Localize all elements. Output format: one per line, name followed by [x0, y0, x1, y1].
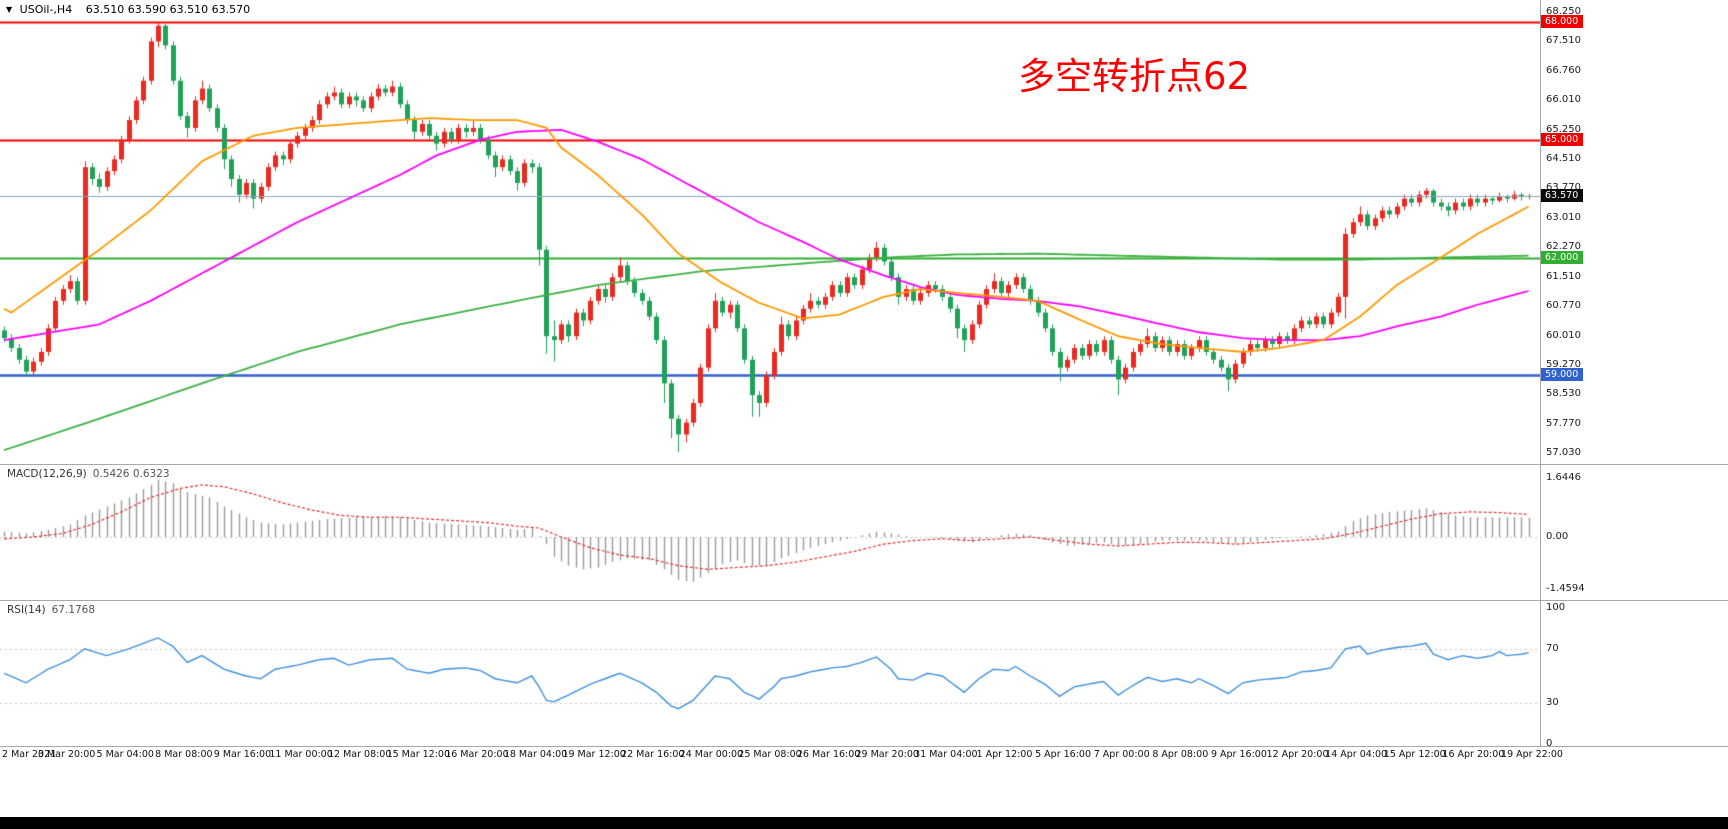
macd-label: MACD(12,26,9) 0.5426 0.6323	[7, 468, 170, 480]
time-axis-label: 11 Mar 00:00	[269, 749, 333, 760]
hline-price-label: 62.000	[1541, 250, 1584, 264]
macd-tick-label: -1.4594	[1546, 583, 1585, 595]
chart-dropdown-icon[interactable]: ▼	[6, 5, 13, 14]
time-axis-label: 15 Mar 12:00	[386, 749, 451, 760]
time-axis-label: 25 Mar 08:00	[738, 749, 802, 760]
time-axis-label: 5 Mar 04:00	[96, 749, 154, 760]
main-price-chart[interactable]	[0, 0, 1540, 464]
rsi-indicator-value: 67.1768	[51, 604, 96, 616]
price-tick-label: 60.010	[1546, 329, 1581, 341]
time-axis-label: 31 Mar 04:00	[914, 749, 978, 760]
hline-price-label: 65.000	[1541, 132, 1584, 146]
time-axis-label: 18 Mar 04:00	[503, 749, 568, 760]
annotation-text: 多空转折点62	[1018, 55, 1251, 98]
rsi-indicator-name: RSI(14)	[7, 604, 46, 616]
time-axis[interactable]: 2 Mar 2021 3 Mar 20:00 5 Mar 04:00 8 Mar 08…	[0, 748, 1728, 762]
price-tick-label: 58.530	[1546, 387, 1581, 399]
price-tick-label: 63.770	[1546, 182, 1581, 194]
price-tick-label: 57.770	[1546, 417, 1581, 429]
time-axis-label: 19 Apr 22:00	[1501, 749, 1563, 760]
time-axis-label: 16 Apr 20:00	[1442, 749, 1505, 760]
price-tick-label: 61.510	[1546, 270, 1581, 282]
price-tick-label: 66.760	[1546, 64, 1581, 76]
price-tick-label: 66.010	[1546, 93, 1581, 105]
time-axis-label: 14 Apr 04:00	[1325, 749, 1388, 760]
rsi-label: RSI(14) 67.1768	[7, 604, 95, 616]
time-axis-label: 26 Mar 16:00	[796, 749, 861, 760]
price-tick-label: 65.250	[1546, 123, 1581, 135]
time-axis-label: 15 Apr 12:00	[1383, 749, 1446, 760]
price-tick-label: 63.010	[1546, 211, 1581, 223]
macd-indicator-name: MACD(12,26,9)	[7, 468, 87, 480]
price-tick-label: 60.770	[1546, 299, 1581, 311]
time-axis-label: 19 Mar 12:00	[562, 749, 626, 760]
panel-separator[interactable]	[0, 600, 1728, 601]
macd-tick-label: 0.00	[1546, 531, 1569, 542]
rsi-tick-label: 70	[1546, 642, 1559, 654]
macd-indicator-values: 0.5426 0.6323	[92, 468, 170, 480]
time-axis-label: 5 Apr 16:00	[1035, 749, 1092, 760]
rsi-tick-label: 30	[1546, 697, 1559, 709]
rsi-tick-label: 100	[1546, 602, 1566, 613]
time-axis-label: 9 Apr 16:00	[1210, 749, 1267, 760]
panel-separator	[0, 746, 1728, 747]
symbol-timeframe-label: USOil-,H4	[19, 3, 73, 16]
price-tick-label: 57.030	[1546, 446, 1581, 458]
time-axis-label: 12 Mar 08:00	[327, 749, 392, 760]
price-tick-label: 67.510	[1546, 35, 1581, 47]
panel-separator[interactable]	[0, 464, 1728, 465]
ohlc-values-label: 63.510 63.590 63.510 63.570	[85, 3, 251, 16]
price-tick-label: 64.510	[1546, 152, 1581, 164]
macd-tick-label: 1.6446	[1546, 471, 1581, 483]
time-axis-label: 2 Mar 2021	[2, 749, 57, 760]
time-axis-label: 8 Apr 08:00	[1152, 749, 1209, 760]
time-axis-label: 16 Mar 20:00	[445, 749, 509, 760]
price-tick-label: 68.250	[1546, 5, 1581, 17]
time-axis-label: 9 Mar 16:00	[213, 749, 272, 760]
time-axis-label: 22 Mar 16:00	[621, 749, 685, 760]
time-axis-label: 3 Mar 20:00	[37, 749, 96, 760]
macd-panel-chart[interactable]	[0, 465, 1540, 599]
price-axis[interactable]: 68.250 67.510 66.760 66.010 65.250 64.510 63.7…	[1540, 0, 1728, 760]
current-price-label: 63.570	[1541, 188, 1584, 202]
time-axis-label: 7 Apr 00:00	[1093, 749, 1150, 760]
time-axis-label: 24 Mar 00:00	[679, 749, 744, 760]
time-axis-label: 1 Apr 12:00	[976, 749, 1033, 760]
time-axis-label: 29 Mar 20:00	[855, 749, 919, 760]
hline-price-label: 59.000	[1541, 368, 1584, 382]
price-tick-label: 62.270	[1546, 240, 1581, 252]
rsi-panel-chart[interactable]	[0, 601, 1540, 745]
rsi-tick-label: 0	[1546, 738, 1553, 749]
hline-price-label: 68.000	[1541, 14, 1584, 28]
axis-separator	[1540, 0, 1541, 746]
time-axis-label: 12 Apr 20:00	[1266, 749, 1329, 760]
price-tick-label: 59.270	[1546, 358, 1581, 370]
bottom-bar	[0, 817, 1728, 829]
time-axis-label: 8 Mar 08:00	[155, 749, 213, 760]
chart-header: ▼ USOil-,H4 63.510 63.590 63.510 63.570	[6, 3, 250, 16]
